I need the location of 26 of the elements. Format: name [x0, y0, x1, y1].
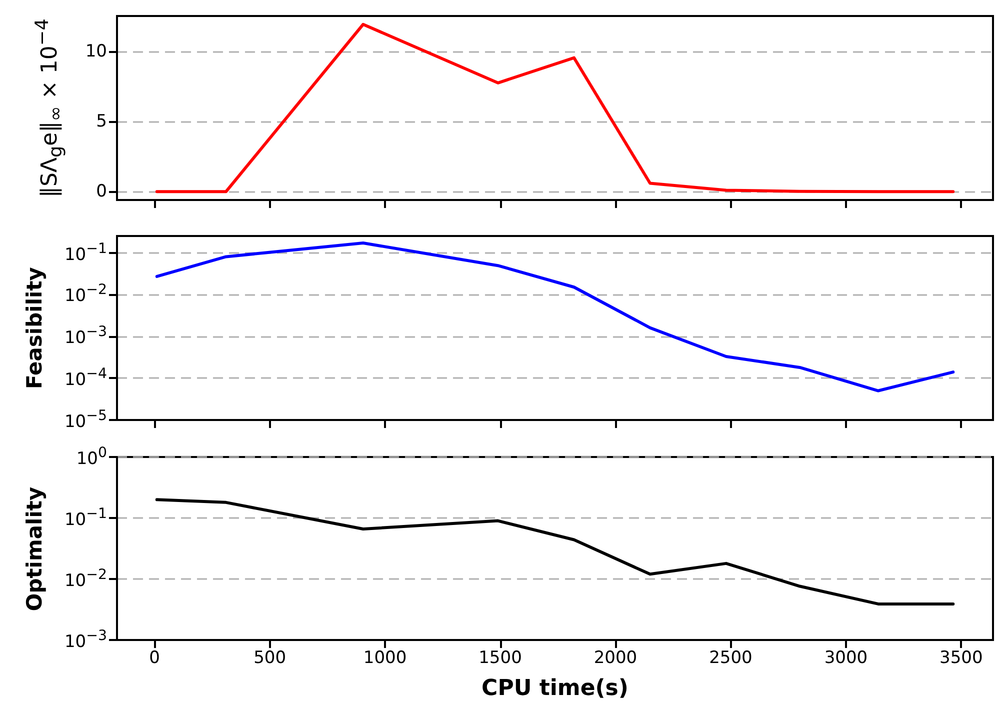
y-tick-label: 5 [96, 111, 107, 132]
x-tick-label: 0 [149, 648, 160, 668]
y-tick-label: 10$^{−1}$ [64, 240, 107, 264]
y-tick-label: 10$^{−5}$ [64, 408, 107, 432]
y-tick-label: 0 [96, 181, 107, 202]
x-axis-title: CPU time(s) [482, 676, 628, 701]
line-series [155, 498, 955, 606]
line-series [155, 22, 955, 194]
y-tick-label: 10$^{0}$ [76, 445, 107, 469]
y-axis-title: Optimality [22, 486, 46, 611]
y-tick-label: 10$^{−3}$ [64, 324, 107, 348]
y-tick-label: 10$^{−4}$ [64, 366, 107, 390]
x-tick-label: 1000 [363, 648, 407, 668]
y-axis-title: Feasibility [22, 267, 46, 389]
x-tick-label: 2000 [594, 648, 638, 668]
x-tick-label: 500 [254, 648, 286, 668]
y-tick-label: 10$^{−1}$ [64, 506, 107, 530]
y-tick-label: 10$^{−2}$ [64, 282, 107, 306]
x-tick-label: 1500 [478, 648, 522, 668]
y-tick-label: 10 [85, 42, 107, 62]
y-tick-label: 10$^{−3}$ [64, 628, 107, 652]
line-series [155, 242, 955, 392]
y-tick-label: 10$^{−2}$ [64, 567, 107, 591]
x-tick-label: 3500 [940, 648, 983, 668]
x-tick-label: 3000 [824, 648, 868, 668]
x-tick-label: 2500 [709, 648, 752, 668]
